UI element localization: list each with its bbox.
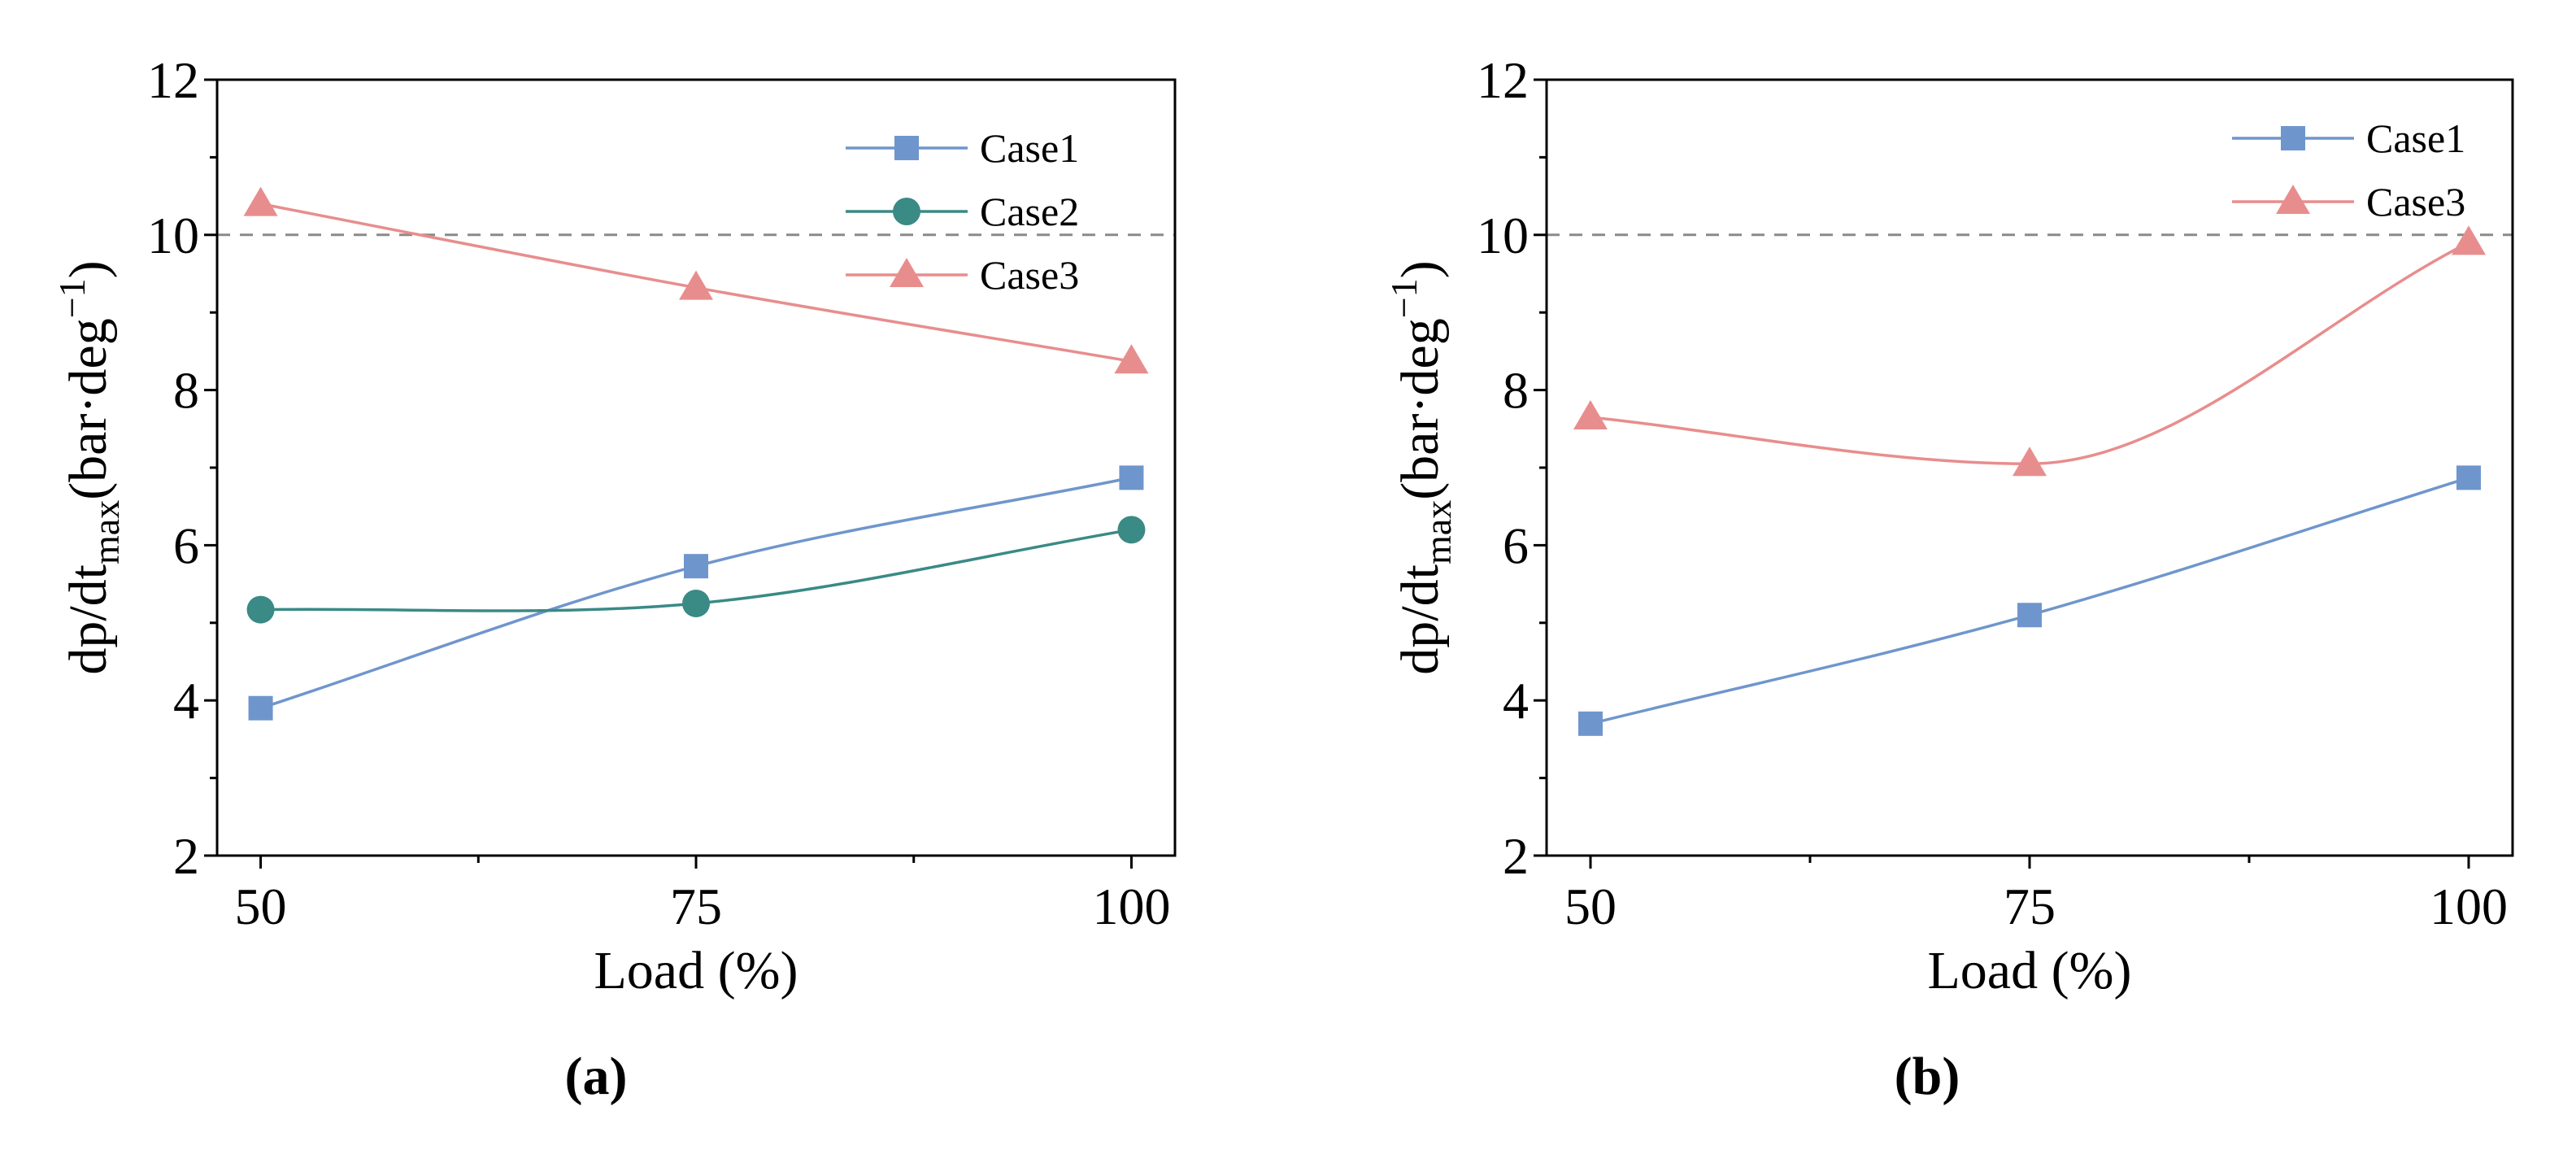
legend-marker-case1: [894, 136, 919, 160]
legend-label-case3: Case3: [2366, 179, 2465, 224]
x-tick-label: 50: [1564, 878, 1617, 935]
y-tick-label: 2: [173, 827, 199, 885]
legend-label-case1: Case1: [980, 125, 1079, 171]
legend-label-case2: Case2: [980, 189, 1079, 234]
y-axis-title-base: dp/dt: [1390, 564, 1450, 675]
data-point-case1: [2017, 603, 2042, 628]
x-axis-title: Load (%): [1927, 941, 2131, 1000]
y-tick-label: 8: [1503, 362, 1529, 420]
chart-panel-a: 2 4 6 8 10 12 50 75 100 Case1 Case2 Case3 Load (%) dp…: [51, 51, 1177, 1106]
series-line-case1: [1590, 476, 2469, 725]
data-point-case3: [2452, 225, 2486, 255]
y-axis-title-sup: −1: [51, 278, 93, 318]
y-axis-title-unit: (bar·deg: [59, 318, 118, 500]
y-tick-label: 12: [147, 51, 199, 109]
x-tick-label: 75: [670, 878, 722, 935]
data-point-case3: [243, 186, 278, 216]
x-tick-label: 75: [2004, 878, 2056, 935]
y-axis-title-close: ): [59, 260, 118, 278]
y-axis-title: dp/dtmax(bar·deg−1): [1383, 260, 1459, 674]
y-tick-label: 4: [1503, 672, 1529, 730]
y-tick-label: 10: [147, 207, 199, 264]
y-axis-title-sub: max: [85, 500, 127, 564]
data-point-case3: [1114, 344, 1149, 374]
data-point-case2: [246, 595, 275, 624]
y-axis-title-sub: max: [1417, 500, 1459, 564]
data-point-case3: [2012, 446, 2047, 477]
y-axis-title-base: dp/dt: [59, 564, 118, 675]
y-tick-label: 2: [1503, 827, 1529, 885]
panel-label: (a): [565, 1047, 628, 1106]
x-tick-label: 100: [2430, 878, 2508, 935]
panel-label: (b): [1895, 1047, 1960, 1106]
plot-frame: [215, 78, 1177, 857]
series-line-case3: [1590, 241, 2469, 465]
data-point-case1: [2456, 465, 2481, 490]
y-axis-title-unit: (bar·deg: [1390, 318, 1450, 500]
y-axis-title-close: ): [1390, 260, 1450, 278]
data-point-case3: [679, 270, 713, 300]
chart-panel-b: 2 4 6 8 10 12 50 75 100 Case1 Case3 Load (%) dp/dtma…: [1383, 51, 2514, 1106]
data-point-case1: [1578, 711, 1603, 736]
plot-frame: [1545, 78, 2514, 857]
legend-label-case1: Case1: [2366, 115, 2465, 161]
legend-label-case3: Case3: [980, 252, 1079, 298]
y-tick-label: 6: [1503, 516, 1529, 574]
legend-marker-case3: [2276, 185, 2310, 214]
y-tick-label: 8: [173, 362, 199, 420]
legend-marker-case3: [890, 258, 924, 287]
data-point-case1: [1119, 465, 1144, 490]
legend-marker-case2: [893, 198, 920, 225]
data-point-case2: [1117, 516, 1146, 544]
y-axis-title: dp/dtmax(bar·deg−1): [51, 260, 127, 674]
x-tick-label: 100: [1092, 878, 1170, 935]
y-tick-label: 6: [173, 516, 199, 574]
x-tick-label: 50: [235, 878, 287, 935]
data-point-case1: [684, 554, 708, 579]
data-point-case3: [1573, 399, 1608, 429]
legend-marker-case1: [2281, 126, 2305, 150]
data-point-case2: [682, 589, 710, 617]
y-tick-label: 10: [1477, 207, 1529, 264]
y-axis-title-sup: −1: [1383, 278, 1425, 318]
data-point-case1: [248, 695, 273, 721]
y-tick-label: 4: [173, 672, 199, 730]
y-tick-label: 12: [1477, 51, 1529, 109]
x-axis-title: Load (%): [594, 941, 798, 1000]
